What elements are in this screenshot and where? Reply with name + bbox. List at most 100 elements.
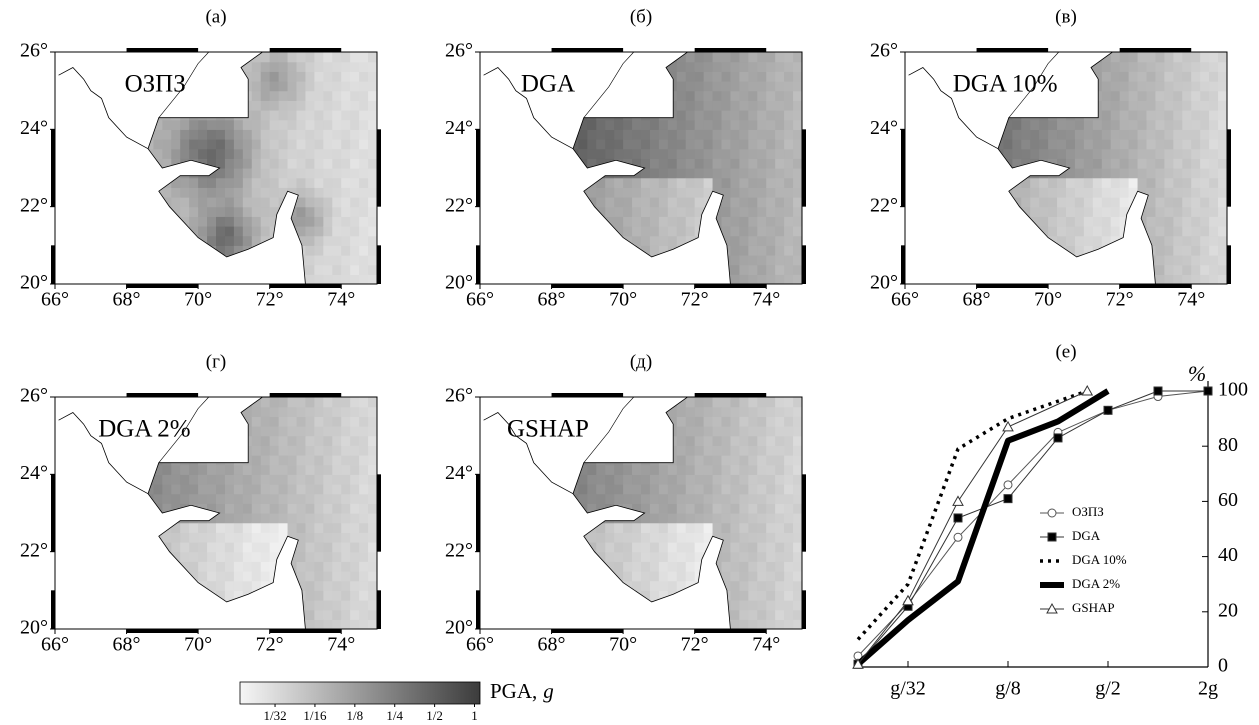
map-cell [587, 600, 597, 611]
map-cell [148, 158, 154, 169]
map-cell [605, 274, 615, 284]
map-cell [64, 532, 74, 542]
map-cell [552, 503, 562, 513]
map-cell [498, 465, 508, 475]
map-cell [269, 619, 280, 629]
map-cell [739, 513, 749, 524]
map-cell [793, 187, 802, 198]
map-cell [516, 494, 526, 504]
map-cell [242, 110, 253, 121]
map-cell [480, 532, 490, 542]
map-cell [914, 178, 924, 188]
map-cell [1200, 187, 1210, 198]
map-cell [148, 532, 154, 543]
map-cell [694, 119, 705, 130]
map-cell [914, 168, 924, 178]
map-cell [543, 207, 553, 217]
map-cell [305, 264, 315, 275]
map-cell [1066, 158, 1076, 169]
map-cell [341, 206, 351, 217]
map-cell [986, 197, 996, 207]
map-cell [1048, 110, 1058, 121]
map-cell [498, 397, 508, 407]
map-cell [73, 265, 83, 275]
map-cell [498, 52, 508, 62]
map-cell [82, 494, 92, 504]
map-cell [350, 619, 360, 629]
map-cell [323, 561, 333, 572]
map-cell [278, 52, 289, 63]
map-cell [561, 178, 571, 188]
map-cell [676, 532, 687, 543]
map-cell [1003, 245, 1013, 256]
map-cell [198, 216, 208, 227]
map-cell [314, 119, 324, 130]
map-cell [341, 600, 351, 611]
map-cell [712, 609, 723, 620]
map-cell [216, 100, 226, 111]
map-cell [748, 177, 758, 188]
map-cell [1209, 274, 1219, 284]
map-cell [1191, 71, 1201, 82]
map-cell [1119, 148, 1130, 159]
map-cell [198, 551, 208, 562]
map-cell [923, 245, 933, 255]
map-cell [1164, 197, 1174, 208]
map-cell [703, 561, 714, 572]
map-cell [82, 581, 92, 591]
map-cell [314, 609, 324, 620]
map-cell [314, 110, 324, 121]
x-tick-label: 2g [1198, 678, 1218, 700]
map-cell [730, 119, 740, 130]
map-cell [1083, 264, 1094, 275]
map-cell [118, 532, 128, 542]
map-cell [1137, 71, 1148, 82]
map-cell [793, 522, 802, 533]
map-cell [260, 406, 271, 417]
map-cell [766, 397, 776, 408]
map-cell [596, 61, 606, 72]
map-cell [350, 503, 360, 514]
map-cell [775, 168, 785, 179]
map-cell [118, 610, 128, 620]
map-cell [757, 484, 767, 495]
map-cell [207, 474, 217, 485]
map-cell [109, 484, 119, 494]
map-cell [775, 264, 785, 275]
map-cell [64, 187, 74, 197]
map-cell [341, 493, 351, 504]
map-cell [1066, 139, 1076, 150]
map-cell [207, 52, 217, 63]
map-cell [127, 245, 137, 255]
map-cell [260, 255, 271, 266]
map-cell [1209, 226, 1219, 237]
map-cell [1048, 139, 1058, 150]
map-cell [1074, 226, 1085, 237]
map-cell [55, 226, 65, 236]
frame-bar [802, 245, 806, 284]
map-cell [694, 177, 705, 188]
map-cell [233, 600, 244, 611]
map-cell [1003, 206, 1013, 217]
map-cell [658, 551, 669, 562]
map-cell [516, 561, 526, 571]
map-cell [100, 484, 110, 494]
map-cell [784, 397, 794, 408]
map-cell [100, 397, 110, 407]
map-cell [676, 129, 687, 140]
map-cell [198, 561, 208, 572]
map-cell [341, 551, 351, 562]
map-cell [614, 513, 624, 524]
map-cell [596, 158, 606, 169]
map-cell [296, 81, 307, 92]
map-cell [287, 397, 298, 408]
map-cell [507, 397, 517, 407]
map-cell [207, 484, 217, 495]
map-cell [525, 197, 535, 207]
map-cell [1012, 216, 1022, 227]
map-cell [118, 445, 128, 455]
map-cell [1110, 148, 1121, 159]
map-cell [784, 264, 794, 275]
map-cell [1173, 71, 1183, 82]
map-cell [296, 61, 307, 72]
